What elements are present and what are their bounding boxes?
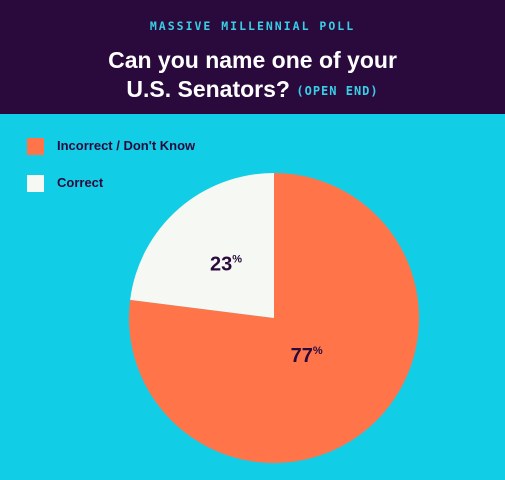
slice-value: 23 (210, 254, 232, 276)
slice-label-incorrect: 77% (291, 345, 323, 367)
slice-unit: % (313, 345, 323, 357)
header: MASSIVE MILLENNIAL POLL Can you name one… (0, 0, 505, 114)
legend-label-incorrect: Incorrect / Don't Know (57, 138, 196, 153)
legend-swatch-correct (27, 175, 44, 192)
slice-value: 77 (291, 345, 313, 367)
pie-slice-correct (130, 173, 274, 318)
poll-kicker: MASSIVE MILLENNIAL POLL (149, 19, 356, 33)
title-note: (OPEN END) (296, 84, 379, 98)
legend-swatch-incorrect (27, 138, 44, 155)
slice-unit: % (232, 254, 242, 266)
chart-title: Can you name one of your U.S. Senators? … (0, 46, 505, 106)
slice-label-correct: 23% (210, 254, 242, 276)
title-line-2-text: U.S. Senators? (126, 76, 290, 102)
title-line-2: U.S. Senators? (OPEN END) (0, 75, 505, 106)
pie-slice-incorrect (129, 173, 420, 464)
title-line-1: Can you name one of your (108, 47, 397, 73)
legend-label-correct: Correct (57, 175, 104, 190)
